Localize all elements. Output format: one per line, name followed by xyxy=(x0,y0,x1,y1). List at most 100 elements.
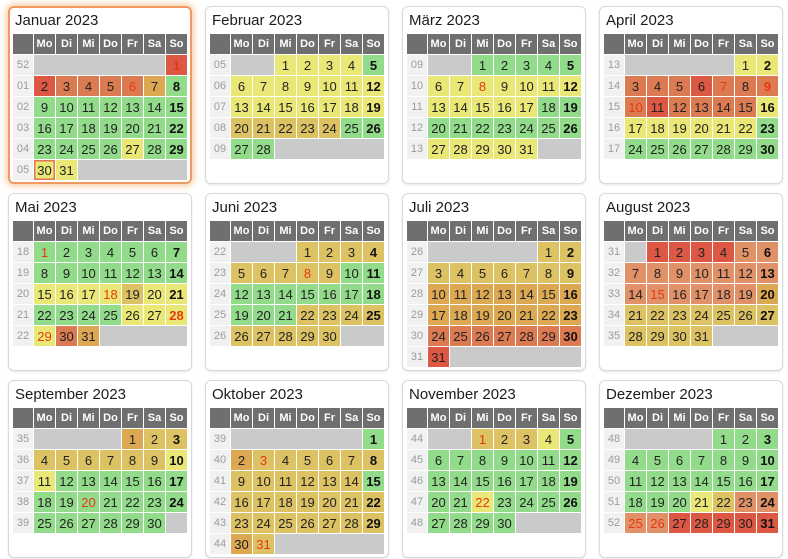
day-cell-april-12[interactable]: 12 xyxy=(669,97,690,117)
day-cell-september-13[interactable]: 13 xyxy=(78,471,99,491)
day-cell-august-22[interactable]: 22 xyxy=(647,305,668,325)
day-cell-august-30[interactable]: 30 xyxy=(669,326,690,346)
day-cell-november-2[interactable]: 2 xyxy=(494,429,515,449)
day-cell-november-21[interactable]: 21 xyxy=(450,492,471,512)
day-cell-oktober-8[interactable]: 8 xyxy=(363,450,384,470)
day-cell-juli-9[interactable]: 9 xyxy=(560,263,581,283)
day-cell-dezember-11[interactable]: 11 xyxy=(625,471,646,491)
day-cell-april-18[interactable]: 18 xyxy=(647,118,668,138)
day-cell-november-16[interactable]: 16 xyxy=(494,471,515,491)
day-cell-dezember-21[interactable]: 21 xyxy=(691,492,712,512)
day-cell-oktober-20[interactable]: 20 xyxy=(319,492,340,512)
day-cell-juli-12[interactable]: 12 xyxy=(472,284,493,304)
day-cell-november-19[interactable]: 19 xyxy=(560,471,581,491)
day-cell-maerz-5[interactable]: 5 xyxy=(560,55,581,75)
day-cell-juli-16[interactable]: 16 xyxy=(560,284,581,304)
day-cell-mai-24[interactable]: 24 xyxy=(78,305,99,325)
day-cell-august-24[interactable]: 24 xyxy=(691,305,712,325)
day-cell-april-23[interactable]: 23 xyxy=(757,118,778,138)
day-cell-august-20[interactable]: 20 xyxy=(757,284,778,304)
day-cell-oktober-6[interactable]: 6 xyxy=(319,450,340,470)
day-cell-dezember-4[interactable]: 4 xyxy=(625,450,646,470)
day-cell-august-1[interactable]: 1 xyxy=(647,242,668,262)
day-cell-oktober-21[interactable]: 21 xyxy=(341,492,362,512)
day-cell-januar-11[interactable]: 11 xyxy=(78,97,99,117)
day-cell-januar-8[interactable]: 8 xyxy=(166,76,187,96)
day-cell-november-24[interactable]: 24 xyxy=(516,492,537,512)
day-cell-juni-19[interactable]: 19 xyxy=(231,305,252,325)
day-cell-januar-25[interactable]: 25 xyxy=(78,139,99,159)
day-cell-mai-18[interactable]: 18 xyxy=(100,284,121,304)
day-cell-juni-21[interactable]: 21 xyxy=(275,305,296,325)
day-cell-juli-29[interactable]: 29 xyxy=(538,326,559,346)
day-cell-januar-17[interactable]: 17 xyxy=(56,118,77,138)
day-cell-oktober-18[interactable]: 18 xyxy=(275,492,296,512)
day-cell-august-31[interactable]: 31 xyxy=(691,326,712,346)
day-cell-juli-27[interactable]: 27 xyxy=(494,326,515,346)
day-cell-september-3[interactable]: 3 xyxy=(166,429,187,449)
day-cell-november-12[interactable]: 12 xyxy=(560,450,581,470)
day-cell-april-5[interactable]: 5 xyxy=(669,76,690,96)
day-cell-april-3[interactable]: 3 xyxy=(625,76,646,96)
day-cell-oktober-30[interactable]: 30 xyxy=(231,534,252,554)
day-cell-mai-16[interactable]: 16 xyxy=(56,284,77,304)
day-cell-dezember-12[interactable]: 12 xyxy=(647,471,668,491)
day-cell-oktober-28[interactable]: 28 xyxy=(341,513,362,533)
day-cell-september-1[interactable]: 1 xyxy=(122,429,143,449)
day-cell-oktober-31[interactable]: 31 xyxy=(253,534,274,554)
day-cell-oktober-12[interactable]: 12 xyxy=(297,471,318,491)
day-cell-februar-24[interactable]: 24 xyxy=(319,118,340,138)
day-cell-april-28[interactable]: 28 xyxy=(713,139,734,159)
day-cell-januar-21[interactable]: 21 xyxy=(144,118,165,138)
day-cell-dezember-9[interactable]: 9 xyxy=(735,450,756,470)
day-cell-november-26[interactable]: 26 xyxy=(560,492,581,512)
day-cell-januar-16[interactable]: 16 xyxy=(34,118,55,138)
day-cell-september-22[interactable]: 22 xyxy=(122,492,143,512)
day-cell-mai-15[interactable]: 15 xyxy=(34,284,55,304)
day-cell-august-12[interactable]: 12 xyxy=(735,263,756,283)
day-cell-dezember-18[interactable]: 18 xyxy=(625,492,646,512)
day-cell-dezember-27[interactable]: 27 xyxy=(669,513,690,533)
day-cell-dezember-31[interactable]: 31 xyxy=(757,513,778,533)
day-cell-februar-13[interactable]: 13 xyxy=(231,97,252,117)
day-cell-april-2[interactable]: 2 xyxy=(757,55,778,75)
day-cell-september-27[interactable]: 27 xyxy=(78,513,99,533)
day-cell-november-15[interactable]: 15 xyxy=(472,471,493,491)
day-cell-dezember-19[interactable]: 19 xyxy=(647,492,668,512)
day-cell-februar-23[interactable]: 23 xyxy=(297,118,318,138)
day-cell-februar-3[interactable]: 3 xyxy=(319,55,340,75)
day-cell-februar-26[interactable]: 26 xyxy=(363,118,384,138)
day-cell-november-3[interactable]: 3 xyxy=(516,429,537,449)
day-cell-juli-14[interactable]: 14 xyxy=(516,284,537,304)
day-cell-april-30[interactable]: 30 xyxy=(757,139,778,159)
day-cell-september-5[interactable]: 5 xyxy=(56,450,77,470)
day-cell-juni-4[interactable]: 4 xyxy=(363,242,384,262)
day-cell-november-30[interactable]: 30 xyxy=(494,513,515,533)
day-cell-januar-6[interactable]: 6 xyxy=(122,76,143,96)
day-cell-april-26[interactable]: 26 xyxy=(669,139,690,159)
day-cell-maerz-26[interactable]: 26 xyxy=(560,118,581,138)
day-cell-september-16[interactable]: 16 xyxy=(144,471,165,491)
day-cell-maerz-4[interactable]: 4 xyxy=(538,55,559,75)
day-cell-maerz-24[interactable]: 24 xyxy=(516,118,537,138)
day-cell-februar-1[interactable]: 1 xyxy=(275,55,296,75)
day-cell-juni-1[interactable]: 1 xyxy=(297,242,318,262)
day-cell-november-17[interactable]: 17 xyxy=(516,471,537,491)
day-cell-november-25[interactable]: 25 xyxy=(538,492,559,512)
day-cell-januar-12[interactable]: 12 xyxy=(100,97,121,117)
day-cell-januar-20[interactable]: 20 xyxy=(122,118,143,138)
day-cell-august-8[interactable]: 8 xyxy=(647,263,668,283)
day-cell-juni-3[interactable]: 3 xyxy=(341,242,362,262)
day-cell-juni-17[interactable]: 17 xyxy=(341,284,362,304)
day-cell-september-29[interactable]: 29 xyxy=(122,513,143,533)
day-cell-juni-18[interactable]: 18 xyxy=(363,284,384,304)
day-cell-mai-9[interactable]: 9 xyxy=(56,263,77,283)
day-cell-april-22[interactable]: 22 xyxy=(735,118,756,138)
day-cell-mai-30[interactable]: 30 xyxy=(56,326,77,346)
day-cell-januar-30[interactable]: 30 xyxy=(34,160,55,180)
day-cell-april-20[interactable]: 20 xyxy=(691,118,712,138)
day-cell-februar-7[interactable]: 7 xyxy=(253,76,274,96)
day-cell-dezember-2[interactable]: 2 xyxy=(735,429,756,449)
day-cell-september-9[interactable]: 9 xyxy=(144,450,165,470)
day-cell-august-29[interactable]: 29 xyxy=(647,326,668,346)
